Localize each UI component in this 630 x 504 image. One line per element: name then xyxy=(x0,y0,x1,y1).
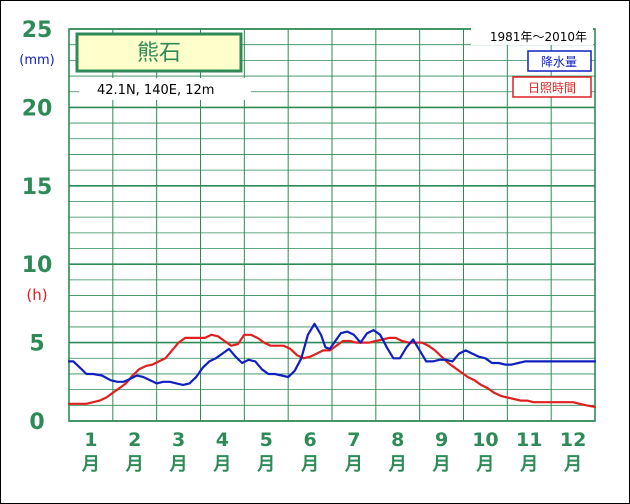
x-tick-label: 5 xyxy=(260,429,273,451)
coords-box xyxy=(79,78,251,100)
x-tick-suffix: 月 xyxy=(125,454,144,475)
series-line xyxy=(67,333,597,408)
legend-sunshine-box xyxy=(512,76,592,98)
y-tick-label: 25 xyxy=(22,18,53,43)
x-tick-suffix: 月 xyxy=(212,454,231,475)
x-tick-suffix: 月 xyxy=(81,454,100,475)
x-tick-suffix: 月 xyxy=(475,454,494,475)
grid xyxy=(68,28,596,422)
period-box xyxy=(471,27,593,45)
x-tick-label: 1 xyxy=(84,429,97,451)
legend-precip-label: 降水量 xyxy=(541,55,577,69)
x-tick-suffix: 月 xyxy=(344,454,363,475)
series-line xyxy=(67,322,597,386)
y-tick-label: 5 xyxy=(29,332,44,357)
x-tick-label: 6 xyxy=(303,429,316,451)
station-name: 熊石 xyxy=(137,41,181,66)
legend-precip-box xyxy=(527,50,592,72)
y-tick-label: 10 xyxy=(22,253,53,278)
sunshine-unit-label: (h) xyxy=(26,286,47,304)
x-tick-label: 11 xyxy=(516,429,542,451)
y-tick-label: 20 xyxy=(22,96,53,121)
y-tick-label: 15 xyxy=(22,175,53,200)
x-tick-label: 7 xyxy=(347,429,360,451)
x-tick-label: 2 xyxy=(128,429,141,451)
plot-area-border xyxy=(68,28,596,422)
x-tick-suffix: 月 xyxy=(169,454,188,475)
data-period: 1981年〜2010年 xyxy=(490,30,587,44)
station-coordinates: 42.1N, 140E, 12m xyxy=(97,83,214,98)
x-tick-label: 10 xyxy=(472,429,498,451)
x-tick-suffix: 月 xyxy=(256,454,275,475)
x-tick-suffix: 月 xyxy=(300,454,319,475)
x-tick-suffix: 月 xyxy=(519,454,538,475)
x-tick-labels: 1 月 2 月 3 月 4 月 5 月 6 月 7 月 8 月 9 月 10 月 11 月 12 月 xyxy=(81,429,586,475)
x-tick-label: 3 xyxy=(172,429,185,451)
x-tick-label: 4 xyxy=(216,429,229,451)
precip-unit-label: (mm) xyxy=(19,53,54,68)
x-tick-suffix: 月 xyxy=(563,454,582,475)
x-tick-label: 9 xyxy=(435,429,448,451)
x-tick-suffix: 月 xyxy=(432,454,451,475)
x-tick-suffix: 月 xyxy=(388,454,407,475)
x-tick-label: 8 xyxy=(391,429,404,451)
station-name-box xyxy=(75,32,243,73)
legend-sunshine-label: 日照時間 xyxy=(528,81,576,95)
x-tick-label: 12 xyxy=(560,429,586,451)
y-tick-labels: 0 5 10 15 20 25 xyxy=(22,18,53,435)
y-tick-label: 0 xyxy=(29,410,44,435)
series-lines xyxy=(67,322,597,408)
